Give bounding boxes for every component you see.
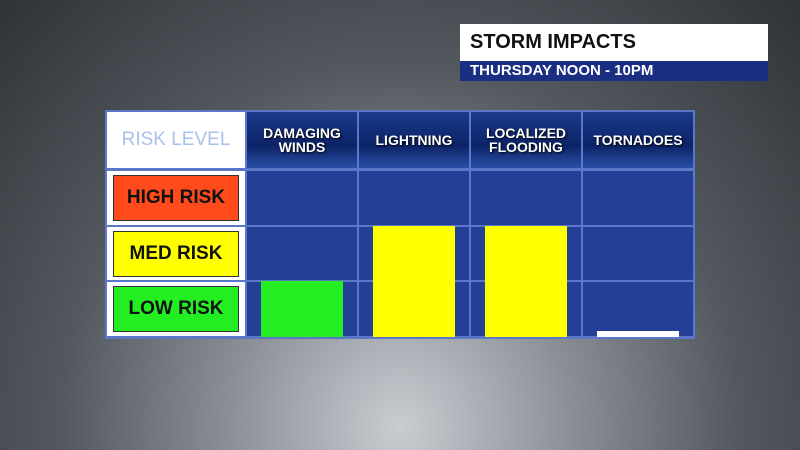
cell [359, 171, 469, 225]
bar [261, 281, 343, 337]
chart-subtitle: THURSDAY NOON - 10PM [470, 62, 654, 79]
x-tick-label: TORNADOES [583, 112, 693, 168]
y-axis-label: RISK LEVEL [121, 129, 231, 150]
cell [583, 282, 693, 336]
y-label-cell [107, 112, 245, 168]
chart-title: STORM IMPACTS [470, 31, 636, 53]
y-tick-label: HIGH RISK [113, 174, 239, 221]
x-tick-label: LIGHTNING [359, 112, 469, 168]
cell [471, 171, 581, 225]
cell [583, 226, 693, 281]
y-tick-label: LOW RISK [113, 286, 239, 333]
bar [373, 225, 455, 337]
bar [597, 331, 679, 337]
subtitle-bar [460, 61, 768, 81]
cell [247, 171, 357, 225]
title-box [460, 24, 768, 61]
x-tick-label: DAMAGING WINDS [247, 112, 357, 168]
x-tick-label: LOCALIZED FLOODING [471, 112, 581, 168]
cell [583, 171, 693, 225]
bar [485, 225, 567, 337]
y-tick-label: MED RISK [113, 230, 239, 277]
cell [247, 226, 357, 281]
